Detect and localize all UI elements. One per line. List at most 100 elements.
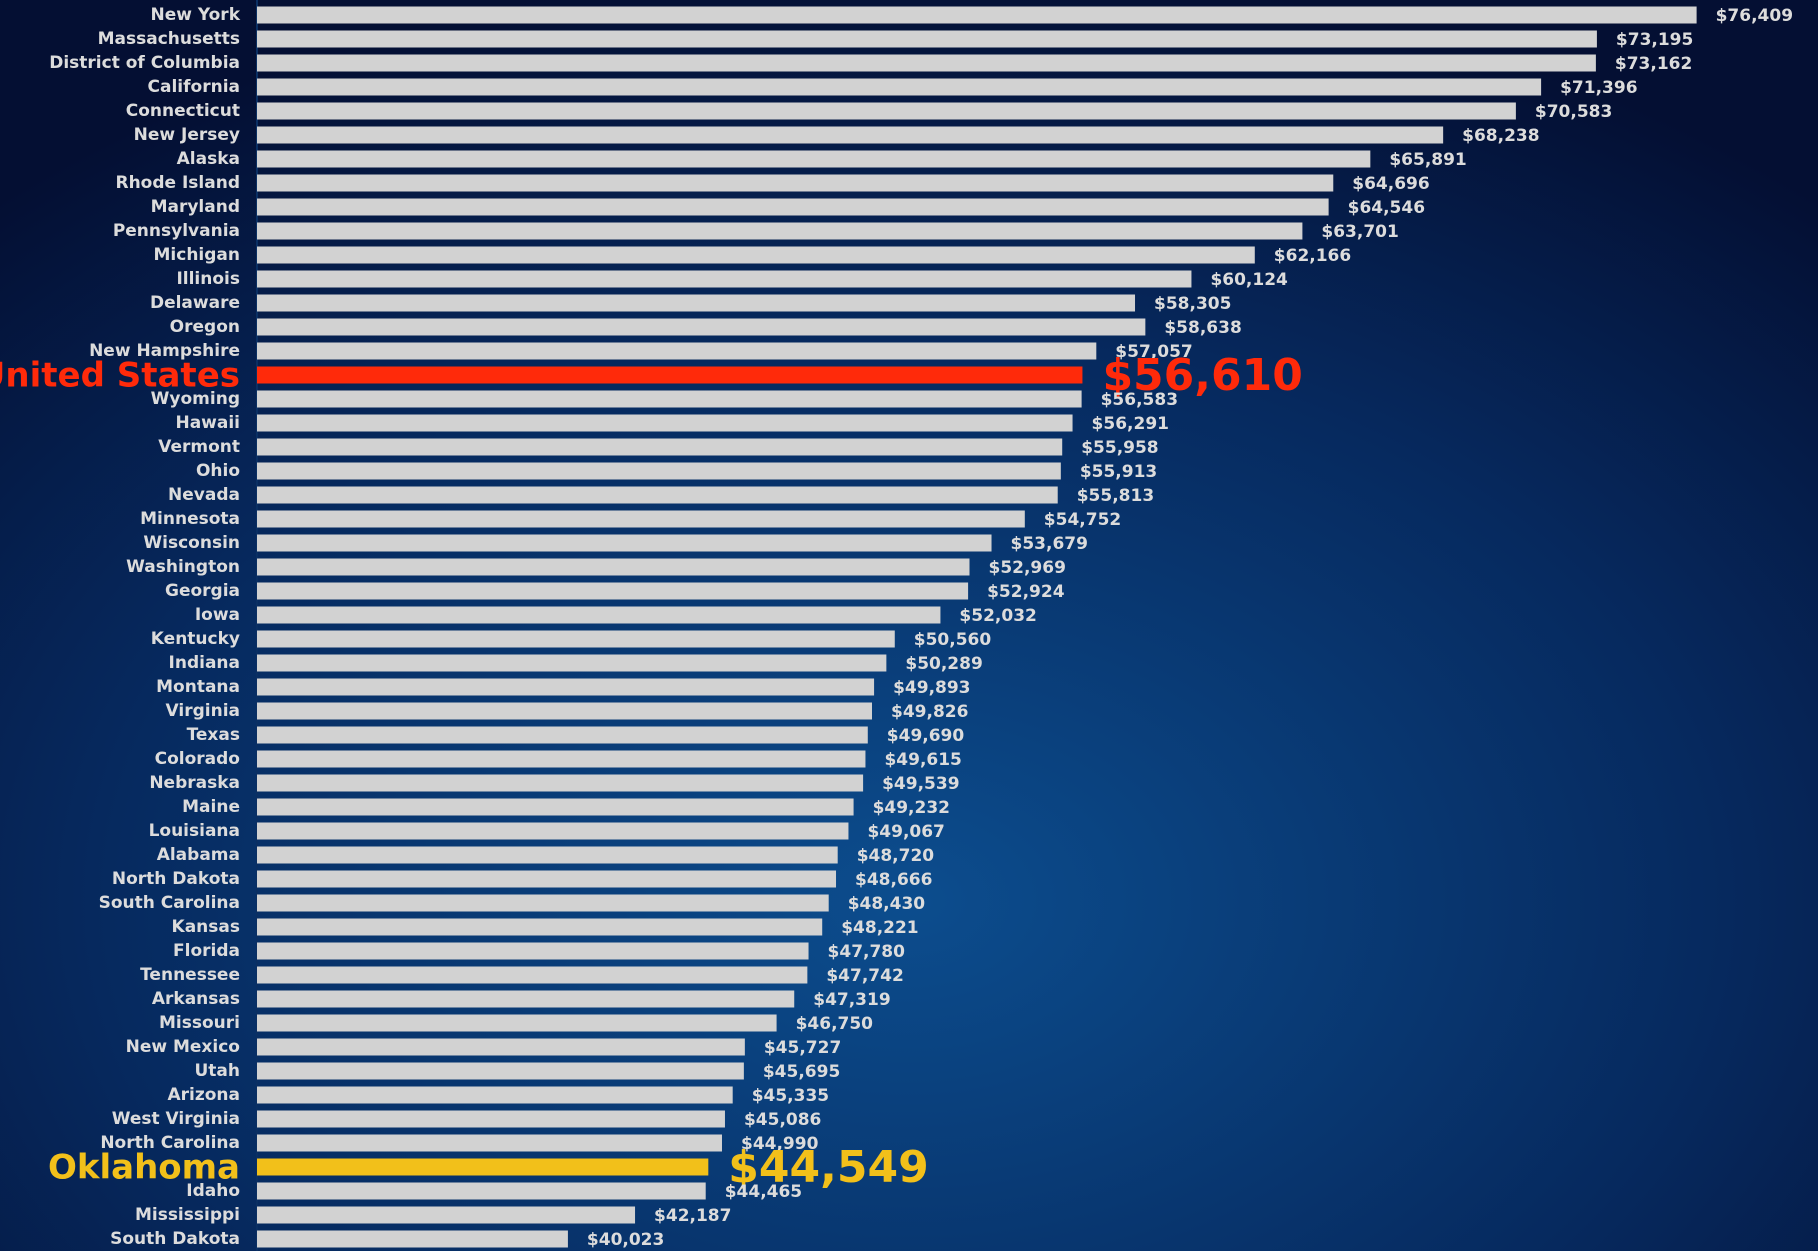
category-label: Ohio <box>196 461 240 481</box>
value-label: $70,583 <box>1535 102 1612 122</box>
category-label: New Jersey <box>134 125 240 145</box>
value-label: $71,396 <box>1560 78 1637 98</box>
value-label: $47,319 <box>813 990 890 1010</box>
value-label: $55,958 <box>1081 438 1158 458</box>
value-label: $45,727 <box>764 1038 841 1058</box>
bar <box>257 558 970 576</box>
bar <box>257 1062 744 1080</box>
bar <box>257 942 809 960</box>
bar <box>257 486 1058 504</box>
bar <box>257 750 866 768</box>
bar <box>257 1158 709 1176</box>
category-label: Utah <box>194 1061 240 1081</box>
category-label: Maine <box>182 797 240 817</box>
value-label: $49,893 <box>893 678 970 698</box>
category-label: Rhode Island <box>115 173 240 193</box>
value-label: $64,696 <box>1352 174 1429 194</box>
bar <box>257 318 1146 336</box>
bar <box>257 462 1061 480</box>
value-label: $45,086 <box>744 1110 821 1130</box>
category-label: New Hampshire <box>89 341 240 361</box>
category-label: Minnesota <box>140 509 240 529</box>
value-label: $50,289 <box>905 654 982 674</box>
value-label: $55,813 <box>1077 486 1154 506</box>
bar <box>257 990 795 1008</box>
value-label: $52,969 <box>988 558 1065 578</box>
value-label: $47,780 <box>828 942 906 962</box>
bar <box>257 678 875 696</box>
bar <box>257 1014 777 1032</box>
value-label: $49,826 <box>891 702 968 722</box>
bar <box>257 270 1192 288</box>
bar <box>257 174 1334 192</box>
value-label: $49,690 <box>887 726 965 746</box>
value-label: $52,924 <box>987 582 1065 602</box>
value-label: $68,238 <box>1462 126 1539 146</box>
bar <box>257 78 1542 96</box>
category-label: Pennsylvania <box>113 221 240 241</box>
bar <box>257 30 1597 48</box>
value-label: $76,409 <box>1716 6 1793 26</box>
value-label: $44,549 <box>728 1142 928 1193</box>
category-label: Missouri <box>159 1013 240 1033</box>
value-label: $49,232 <box>873 798 950 818</box>
bar <box>257 1182 706 1200</box>
value-label: $48,720 <box>857 846 935 866</box>
category-label: Nebraska <box>149 773 240 793</box>
value-label: $65,891 <box>1389 150 1466 170</box>
bar <box>257 894 829 912</box>
value-label: $56,583 <box>1101 390 1178 410</box>
value-label: $52,032 <box>959 606 1036 626</box>
value-label: $40,023 <box>587 1230 664 1250</box>
value-label: $48,430 <box>848 894 926 914</box>
value-label: $63,701 <box>1321 222 1398 242</box>
bar <box>257 1206 636 1224</box>
category-label: Wyoming <box>151 389 240 409</box>
category-label: Arizona <box>167 1085 240 1105</box>
category-label: Connecticut <box>126 101 240 121</box>
category-label: Tennessee <box>140 965 240 985</box>
value-label: $56,291 <box>1092 414 1169 434</box>
bar <box>257 846 838 864</box>
bar <box>257 222 1303 240</box>
category-label: North Dakota <box>112 869 240 889</box>
category-label: South Dakota <box>110 1229 240 1249</box>
category-label: Illinois <box>176 269 240 289</box>
category-label: United States <box>0 356 240 396</box>
value-label: $44,465 <box>725 1182 802 1202</box>
bar <box>257 342 1097 360</box>
bar <box>257 1134 722 1152</box>
category-label: Kansas <box>172 917 240 937</box>
bar <box>257 822 849 840</box>
category-label: Texas <box>187 725 240 745</box>
category-label: District of Columbia <box>49 53 240 73</box>
value-label: $57,057 <box>1115 342 1192 362</box>
value-label: $53,679 <box>1011 534 1088 554</box>
bar <box>257 1038 745 1056</box>
value-label: $42,187 <box>654 1206 731 1226</box>
bar <box>257 1230 568 1248</box>
bar <box>257 654 887 672</box>
category-label: Mississippi <box>135 1205 240 1225</box>
bar <box>257 630 895 648</box>
category-label: Vermont <box>158 437 240 457</box>
category-label: South Carolina <box>99 893 240 913</box>
bar <box>257 1110 725 1128</box>
value-label: $44,990 <box>741 1134 819 1154</box>
category-label: Kentucky <box>151 629 240 649</box>
category-label: Delaware <box>150 293 240 313</box>
value-label: $56,610 <box>1102 350 1302 401</box>
value-label: $58,638 <box>1164 318 1241 338</box>
category-label: Washington <box>126 557 240 577</box>
category-label: Iowa <box>195 605 240 625</box>
value-label: $49,539 <box>882 774 959 794</box>
category-label: Massachusetts <box>98 29 240 49</box>
value-label: $64,546 <box>1348 198 1425 218</box>
category-label: New Mexico <box>126 1037 240 1057</box>
category-label: Alaska <box>177 149 240 169</box>
category-label: California <box>148 77 240 97</box>
value-label: $62,166 <box>1274 246 1351 266</box>
bar <box>257 198 1329 216</box>
category-label: Virginia <box>166 701 240 721</box>
